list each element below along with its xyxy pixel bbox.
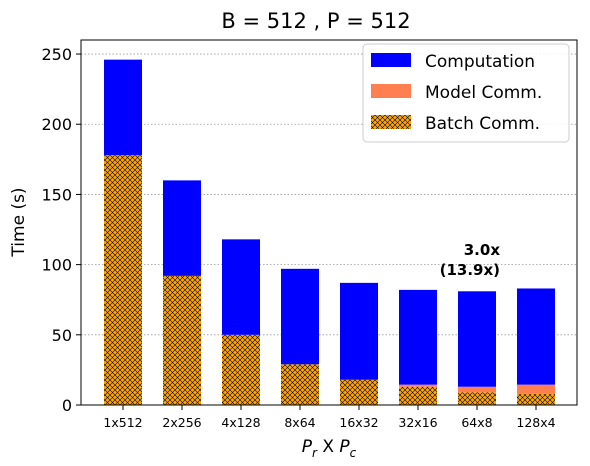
x-axis-label: Pr X Pc bbox=[302, 437, 357, 460]
legend: Computation Model Comm. Batch Comm. bbox=[362, 43, 570, 143]
bar-batch-comm-128x4 bbox=[517, 393, 555, 405]
x-axis-ticks: 1x512 2x256 4x128 8x64 16x32 32x16 64x8 128x4 bbox=[103, 405, 556, 430]
annotation-line2: (13.9x) bbox=[440, 261, 500, 279]
y-tick-label: 100 bbox=[41, 256, 72, 275]
bars-group bbox=[104, 59, 555, 405]
bar-batch-comm-64x8 bbox=[458, 392, 496, 405]
x-tick-label: 1x512 bbox=[103, 415, 142, 430]
bar-batch-comm-1x512 bbox=[104, 155, 142, 405]
speedup-annotation: 3.0x (13.9x) bbox=[440, 241, 501, 279]
bar-computation-8x64 bbox=[281, 268, 319, 365]
bar-computation-4x128 bbox=[222, 239, 260, 335]
y-tick-label: 50 bbox=[52, 326, 72, 345]
legend-swatch bbox=[371, 84, 411, 98]
bar-model-comm-128x4 bbox=[517, 384, 555, 394]
legend-label: Computation bbox=[425, 52, 535, 72]
x-tick-label: 32x16 bbox=[398, 415, 437, 430]
legend-box bbox=[362, 43, 570, 143]
plot-frame bbox=[80, 39, 578, 406]
bar-model-comm-32x16 bbox=[399, 384, 437, 387]
y-axis-label: Time (s) bbox=[9, 187, 29, 257]
bar-computation-1x512 bbox=[104, 59, 142, 156]
bar-computation-128x4 bbox=[517, 288, 555, 385]
legend-label: Model Comm. bbox=[425, 83, 542, 103]
legend-label: Batch Comm. bbox=[425, 114, 540, 134]
x-tick-label: 2x256 bbox=[162, 415, 201, 430]
bar-computation-2x256 bbox=[163, 180, 201, 276]
bar-computation-64x8 bbox=[458, 291, 496, 387]
x-tick-label: 128x4 bbox=[516, 415, 555, 430]
legend-swatch bbox=[371, 115, 411, 129]
x-tick-label: 4x128 bbox=[221, 415, 260, 430]
x-tick-label: 64x8 bbox=[461, 415, 492, 430]
x-tick-label: 8x64 bbox=[284, 415, 315, 430]
y-tick-label: 150 bbox=[41, 185, 72, 204]
legend-swatch bbox=[371, 53, 411, 67]
bar-batch-comm-16x32 bbox=[340, 379, 378, 405]
y-axis-ticks: 0 50 100 150 200 250 bbox=[41, 45, 81, 415]
bar-computation-16x32 bbox=[340, 282, 378, 380]
bar-batch-comm-8x64 bbox=[281, 364, 319, 405]
bar-model-comm-64x8 bbox=[458, 386, 496, 393]
x-tick-label: 16x32 bbox=[339, 415, 378, 430]
bar-batch-comm-2x256 bbox=[163, 275, 201, 405]
y-tick-label: 200 bbox=[41, 115, 72, 134]
bar-computation-32x16 bbox=[399, 289, 437, 385]
bar-batch-comm-4x128 bbox=[222, 334, 260, 405]
y-tick-label: 250 bbox=[41, 45, 72, 64]
chart-title: B = 512 , P = 512 bbox=[221, 9, 410, 33]
annotation-line1: 3.0x bbox=[464, 241, 501, 259]
y-tick-label: 0 bbox=[62, 396, 72, 415]
bar-batch-comm-32x16 bbox=[399, 386, 437, 405]
